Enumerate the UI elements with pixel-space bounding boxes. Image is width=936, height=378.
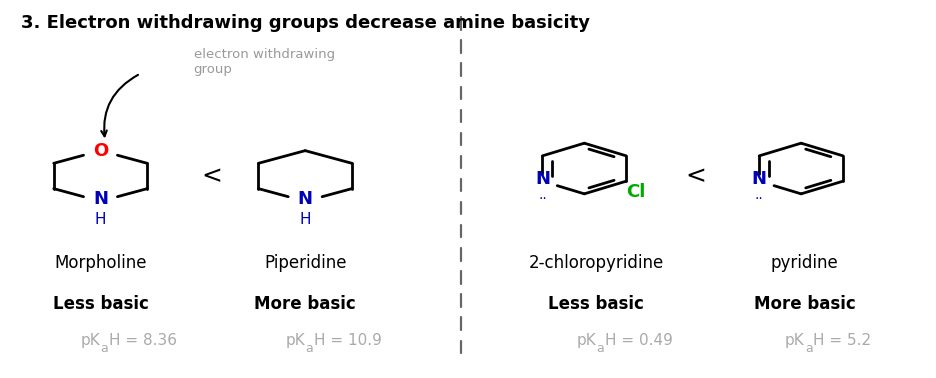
Text: N: N [534,170,550,188]
Text: pK: pK [785,333,805,349]
Text: Cl: Cl [626,183,645,201]
Text: a: a [596,342,604,355]
Text: O: O [93,142,108,160]
Text: H: H [95,212,106,227]
Text: Morpholine: Morpholine [54,254,147,273]
Text: pK: pK [577,333,596,349]
Text: H = 5.2: H = 5.2 [813,333,871,349]
Text: H = 8.36: H = 8.36 [109,333,177,349]
Text: N: N [93,191,108,208]
Text: a: a [100,342,109,355]
Text: H = 0.49: H = 0.49 [605,333,673,349]
Text: More basic: More basic [255,296,356,313]
Text: pK: pK [80,333,100,349]
Text: Less basic: Less basic [52,296,149,313]
Text: pyridine: pyridine [771,254,839,273]
Text: a: a [305,342,313,355]
Text: a: a [805,342,812,355]
Text: <: < [685,164,707,188]
Text: H: H [300,212,311,227]
Text: pK: pK [285,333,305,349]
Text: More basic: More basic [753,296,856,313]
Text: Piperidine: Piperidine [264,254,346,273]
Text: N: N [752,170,767,188]
Text: electron withdrawing
group: electron withdrawing group [194,48,335,76]
Text: <: < [201,164,223,188]
Text: Less basic: Less basic [548,296,644,313]
Text: 2-chloropyridine: 2-chloropyridine [529,254,664,273]
Text: N: N [298,191,313,208]
Text: ··: ·· [538,192,547,206]
Text: 3. Electron withdrawing groups decrease amine basicity: 3. Electron withdrawing groups decrease … [22,14,591,32]
Text: ··: ·· [754,192,764,206]
Text: H = 10.9: H = 10.9 [314,333,382,349]
